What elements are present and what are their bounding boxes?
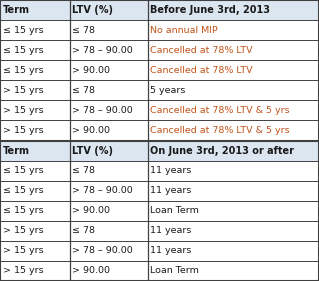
Text: Cancelled at 78% LTV: Cancelled at 78% LTV xyxy=(150,66,253,75)
Text: > 78 – 90.00: > 78 – 90.00 xyxy=(72,46,133,55)
Text: > 15 yrs: > 15 yrs xyxy=(3,226,43,235)
Text: ≤ 78: ≤ 78 xyxy=(72,226,95,235)
Text: > 15 yrs: > 15 yrs xyxy=(3,266,43,275)
Text: ≤ 15 yrs: ≤ 15 yrs xyxy=(3,26,43,35)
Text: 11 years: 11 years xyxy=(150,246,192,255)
Bar xyxy=(0,121,319,140)
Text: No annual MIP: No annual MIP xyxy=(150,26,218,35)
Text: > 15 yrs: > 15 yrs xyxy=(3,86,43,95)
Text: Loan Term: Loan Term xyxy=(150,266,199,275)
Text: On June 3rd, 2013 or after: On June 3rd, 2013 or after xyxy=(150,146,294,156)
Bar xyxy=(0,20,319,40)
Text: ≤ 15 yrs: ≤ 15 yrs xyxy=(3,206,43,215)
Bar xyxy=(0,140,319,160)
Text: ≤ 15 yrs: ≤ 15 yrs xyxy=(3,46,43,55)
Text: Cancelled at 78% LTV & 5 yrs: Cancelled at 78% LTV & 5 yrs xyxy=(150,106,290,115)
Bar xyxy=(0,181,319,201)
Text: 11 years: 11 years xyxy=(150,186,192,195)
Text: > 90.00: > 90.00 xyxy=(72,206,110,215)
Text: ≤ 15 yrs: ≤ 15 yrs xyxy=(3,166,43,175)
Text: Cancelled at 78% LTV: Cancelled at 78% LTV xyxy=(150,46,253,55)
Text: Term: Term xyxy=(3,5,30,15)
Bar xyxy=(0,241,319,261)
Text: LTV (%): LTV (%) xyxy=(72,146,113,156)
Bar xyxy=(0,0,319,20)
Text: > 90.00: > 90.00 xyxy=(72,126,110,135)
Bar xyxy=(0,40,319,60)
Text: ≤ 78: ≤ 78 xyxy=(72,166,95,175)
Bar xyxy=(0,60,319,80)
Text: 5 years: 5 years xyxy=(150,86,186,95)
Text: Cancelled at 78% LTV & 5 yrs: Cancelled at 78% LTV & 5 yrs xyxy=(150,126,290,135)
Text: Term: Term xyxy=(3,146,30,156)
Bar xyxy=(0,100,319,121)
Text: > 15 yrs: > 15 yrs xyxy=(3,126,43,135)
Text: ≤ 15 yrs: ≤ 15 yrs xyxy=(3,186,43,195)
Text: > 90.00: > 90.00 xyxy=(72,266,110,275)
Text: > 78 – 90.00: > 78 – 90.00 xyxy=(72,186,133,195)
Text: 11 years: 11 years xyxy=(150,226,192,235)
Bar xyxy=(0,221,319,241)
Text: ≤ 78: ≤ 78 xyxy=(72,86,95,95)
Bar xyxy=(0,201,319,221)
Bar xyxy=(0,261,319,281)
Text: > 15 yrs: > 15 yrs xyxy=(3,246,43,255)
Text: 11 years: 11 years xyxy=(150,166,192,175)
Bar xyxy=(0,160,319,181)
Text: ≤ 78: ≤ 78 xyxy=(72,26,95,35)
Text: Before June 3rd, 2013: Before June 3rd, 2013 xyxy=(150,5,270,15)
Bar xyxy=(0,80,319,100)
Text: > 90.00: > 90.00 xyxy=(72,66,110,75)
Text: > 78 – 90.00: > 78 – 90.00 xyxy=(72,106,133,115)
Text: > 78 – 90.00: > 78 – 90.00 xyxy=(72,246,133,255)
Text: > 15 yrs: > 15 yrs xyxy=(3,106,43,115)
Text: Loan Term: Loan Term xyxy=(150,206,199,215)
Text: ≤ 15 yrs: ≤ 15 yrs xyxy=(3,66,43,75)
Text: LTV (%): LTV (%) xyxy=(72,5,113,15)
